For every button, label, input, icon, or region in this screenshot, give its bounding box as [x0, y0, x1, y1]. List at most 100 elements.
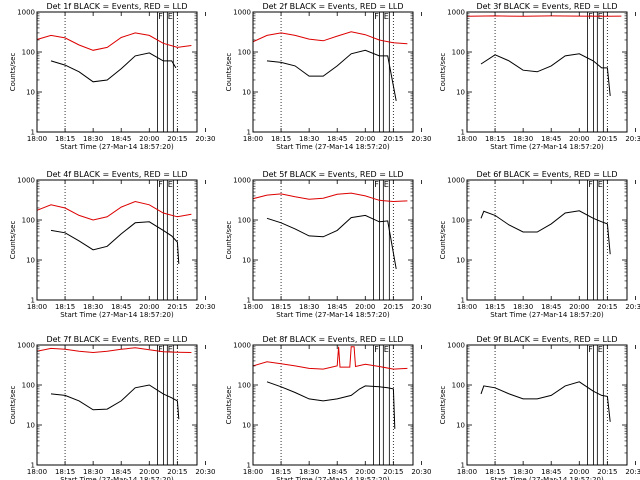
interval-box	[157, 344, 164, 466]
y-tick-label: 1	[247, 462, 251, 470]
series-line-lld	[36, 200, 192, 221]
x-tick-label: 18:15	[485, 468, 505, 476]
x-tick-label: 18:15	[485, 135, 505, 143]
y-tick-label: 10	[242, 422, 251, 430]
interval-box-label: E	[168, 12, 173, 21]
y-tick-label: 1	[247, 297, 251, 305]
x-tick-label: 20:00	[355, 303, 375, 311]
y-tick-label: 100	[22, 382, 35, 390]
y-tick-label: 100	[22, 49, 35, 57]
x-axis-label: Start Time (27-Mar-14 18:57:20)	[490, 143, 604, 151]
x-tick-label: 18:30	[83, 468, 103, 476]
plot-frame	[466, 179, 628, 301]
x-axis-label: Start Time (27-Mar-14 18:57:20)	[60, 476, 174, 480]
x-tick-label: 18:45	[327, 135, 347, 143]
x-tick-label: 18:30	[299, 303, 319, 311]
y-tick-label: 1000	[233, 177, 251, 185]
x-tick-label: 20:30	[625, 468, 640, 476]
x-tick-label: 18:45	[111, 468, 131, 476]
x-tick-label: 18:45	[111, 135, 131, 143]
interval-box	[373, 179, 380, 301]
x-tick-label: 18:00	[457, 468, 477, 476]
x-tick-label: 20:00	[139, 135, 159, 143]
plot-title: Det 8f BLACK = Events, RED = LLD	[262, 335, 403, 344]
y-tick-label: 1	[31, 462, 35, 470]
plot-frame	[36, 179, 198, 301]
plot-title: Det 6f BLACK = Events, RED = LLD	[476, 170, 617, 179]
x-tick-label: 18:15	[271, 468, 291, 476]
series-line-lld	[252, 192, 408, 203]
y-tick-label: 1000	[233, 342, 251, 350]
series-line-events	[480, 53, 611, 96]
y-tick-label: 1	[461, 129, 465, 137]
y-tick-label: 10	[242, 257, 251, 265]
interval-box	[596, 344, 604, 466]
y-tick-label: 1000	[17, 9, 35, 17]
y-tick-label: 1	[31, 297, 35, 305]
plot-title: Det 5f BLACK = Events, RED = LLD	[262, 170, 403, 179]
interval-box-label: E	[598, 180, 603, 189]
plot-title: Det 4f BLACK = Events, RED = LLD	[46, 170, 187, 179]
interval-box	[382, 11, 390, 133]
x-tick-label: 18:15	[55, 468, 75, 476]
x-tick-label: 18:30	[83, 135, 103, 143]
x-tick-label: 20:30	[195, 468, 215, 476]
x-tick-label: 18:15	[55, 303, 75, 311]
y-tick-label: 1	[461, 462, 465, 470]
x-tick-label: 20:30	[195, 135, 215, 143]
x-tick-label: 18:45	[541, 135, 561, 143]
y-tick-label: 10	[456, 257, 465, 265]
plot-frame	[252, 344, 414, 466]
x-tick-label: 20:00	[139, 468, 159, 476]
y-tick-label: 1000	[447, 9, 465, 17]
x-tick-label: 20:00	[569, 135, 589, 143]
plot-title: Det 1f BLACK = Events, RED = LLD	[46, 2, 187, 11]
y-tick-label: 100	[238, 49, 251, 57]
plot-frame	[466, 11, 628, 133]
y-tick-label: 1	[461, 297, 465, 305]
x-tick-label: 18:30	[299, 468, 319, 476]
x-tick-label: 18:45	[541, 468, 561, 476]
plot-frame	[252, 11, 414, 133]
y-axis-label: Counts/sec	[225, 221, 233, 260]
x-axis-label: Start Time (27-Mar-14 18:57:20)	[276, 311, 390, 319]
y-tick-label: 1000	[447, 342, 465, 350]
interval-box-label: E	[168, 180, 173, 189]
x-tick-label: 20:00	[569, 303, 589, 311]
interval-box-label: E	[384, 345, 389, 354]
y-tick-label: 100	[452, 217, 465, 225]
y-tick-label: 10	[26, 257, 35, 265]
interval-box-label: F	[374, 12, 379, 21]
x-tick-label: 20:15	[167, 303, 187, 311]
interval-box	[373, 344, 380, 466]
x-tick-label: 20:30	[625, 303, 640, 311]
series-line-events	[266, 49, 397, 101]
y-tick-label: 1000	[17, 342, 35, 350]
plot-title: Det 9f BLACK = Events, RED = LLD	[476, 335, 617, 344]
x-tick-label: 20:30	[625, 135, 640, 143]
interval-box-label: F	[158, 12, 163, 21]
interval-box-label: E	[598, 345, 603, 354]
y-tick-label: 100	[238, 382, 251, 390]
x-axis-label: Start Time (27-Mar-14 18:57:20)	[490, 311, 604, 319]
interval-box-label: E	[168, 345, 173, 354]
y-tick-label: 1000	[447, 177, 465, 185]
x-tick-label: 20:30	[195, 303, 215, 311]
y-axis-label: Counts/sec	[9, 221, 17, 260]
plot-title: Det 2f BLACK = Events, RED = LLD	[262, 2, 403, 11]
interval-box	[166, 344, 174, 466]
x-tick-label: 18:15	[55, 135, 75, 143]
interval-box	[587, 11, 594, 133]
interval-box	[157, 179, 164, 301]
x-tick-label: 18:00	[243, 468, 263, 476]
series-line-events	[266, 214, 397, 269]
interval-box	[596, 11, 604, 133]
x-tick-label: 20:30	[411, 468, 431, 476]
x-tick-label: 18:00	[27, 468, 47, 476]
